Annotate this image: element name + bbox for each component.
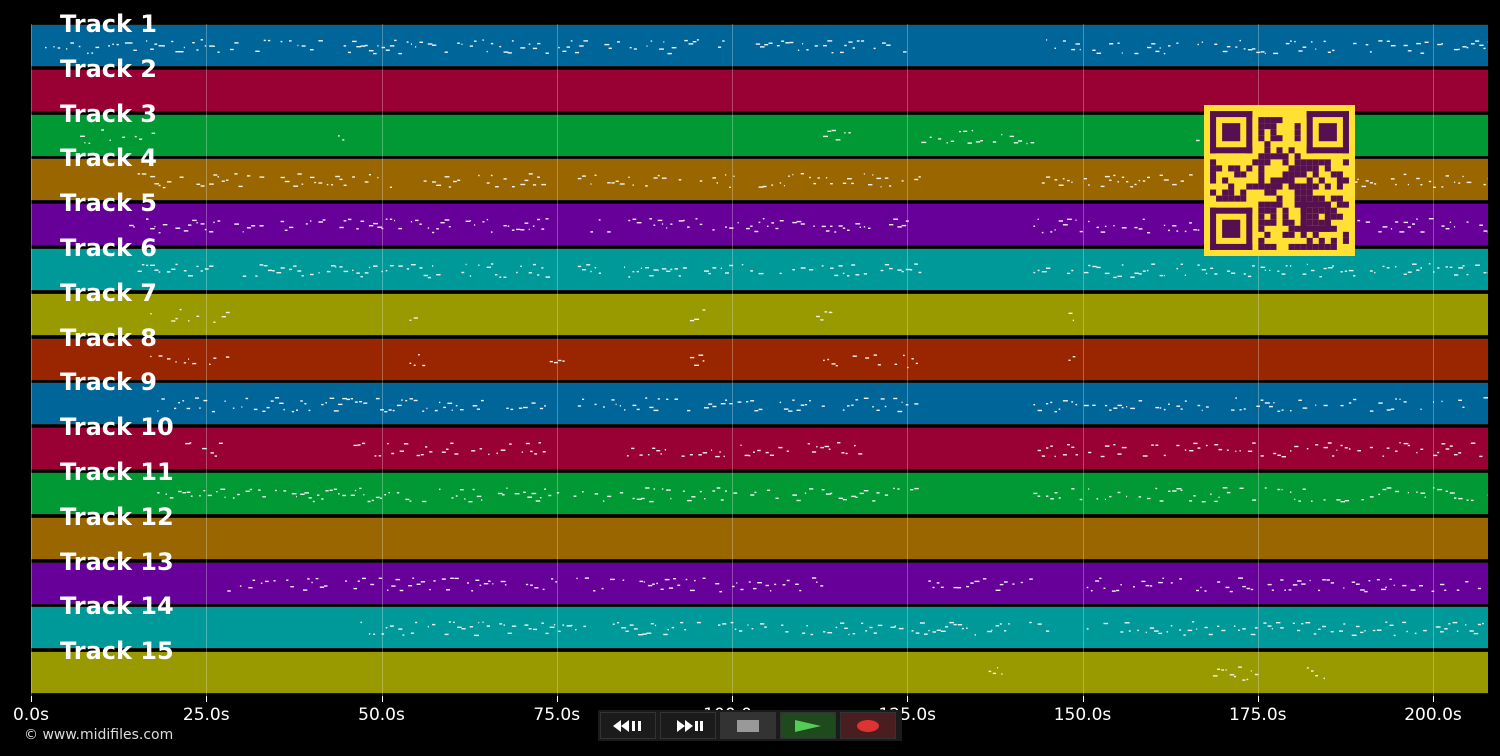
note-texture: [45, 39, 1488, 55]
axis-tick: [732, 696, 733, 702]
record-icon: [857, 719, 879, 732]
note-texture: [185, 442, 1483, 458]
axis-tick-label: 150.0s: [1053, 705, 1112, 725]
axis-tick: [31, 696, 32, 702]
track-label: Track 14: [60, 592, 174, 621]
axis-tick-label: 175.0s: [1228, 705, 1287, 725]
axis-tick: [907, 696, 909, 702]
play-icon: [795, 719, 821, 732]
track-lane[interactable]: [31, 382, 1488, 426]
qr-code: [1204, 105, 1355, 256]
axis-tick: [1082, 696, 1084, 702]
track-label: Track 3: [60, 99, 158, 128]
track-label: Track 1: [60, 10, 158, 38]
track-lane[interactable]: [31, 337, 1488, 381]
note-texture: [150, 308, 1074, 323]
track-label: Track 7: [60, 278, 158, 307]
track-lane[interactable]: [31, 472, 1488, 515]
grid-line: [907, 24, 909, 696]
stop-button[interactable]: [720, 712, 776, 739]
grid-line: [1257, 24, 1259, 696]
fast-forward-button[interactable]: [660, 712, 716, 739]
track-label: Track 15: [60, 637, 174, 666]
note-texture: [988, 666, 1325, 681]
track-label: Track 11: [60, 458, 174, 486]
track-lane[interactable]: [31, 606, 1488, 650]
note-texture: [137, 263, 1488, 279]
play-button[interactable]: [780, 712, 836, 739]
axis-tick-label: 0.0s: [13, 705, 49, 725]
track-lane[interactable]: [31, 516, 1488, 560]
grid-line: [206, 24, 208, 696]
record-button[interactable]: [840, 712, 896, 739]
grid-line: [31, 24, 32, 696]
axis-tick-label: 75.0s: [533, 705, 581, 725]
axis-tick-label: 25.0s: [182, 705, 230, 725]
rewind-button[interactable]: [600, 712, 656, 739]
note-texture: [227, 576, 1481, 592]
axis-tick: [381, 696, 383, 702]
rewind-icon: [613, 719, 641, 732]
grid-line: [381, 24, 383, 696]
track-label: Track 4: [60, 144, 158, 173]
track-label: Track 8: [60, 323, 158, 352]
note-texture: [360, 621, 1484, 637]
track-lane[interactable]: [31, 292, 1488, 336]
track-label: Track 2: [60, 54, 158, 83]
grid-line: [1082, 24, 1084, 696]
track-label: Track 12: [60, 502, 174, 531]
transport-controls: [598, 710, 902, 741]
track-lane[interactable]: [31, 427, 1488, 471]
track-label: Track 5: [60, 189, 158, 218]
axis-tick-label: 200.0s: [1404, 705, 1462, 725]
track-label: Track 10: [60, 413, 174, 442]
stop-icon: [737, 719, 759, 732]
grid-line: [732, 24, 733, 696]
qr-code-image: [1210, 111, 1349, 250]
note-texture: [31, 518, 1488, 559]
track-label: Track 9: [60, 368, 158, 397]
fast-forward-icon: [677, 719, 703, 732]
copyright-credit: © www.midifiles.com: [24, 727, 174, 743]
track-lane[interactable]: [31, 561, 1488, 605]
note-texture: [157, 397, 1488, 413]
track-lane[interactable]: [31, 651, 1488, 695]
axis-tick: [206, 696, 208, 702]
grid-line: [556, 24, 558, 696]
grid-line: [1433, 24, 1434, 696]
track-lane[interactable]: [31, 68, 1488, 112]
note-texture: [157, 487, 1488, 503]
track-label: Track 13: [60, 547, 174, 576]
axis-tick-label: 50.0s: [358, 705, 405, 725]
track-label: Track 6: [60, 234, 158, 262]
axis-tick: [556, 696, 558, 702]
axis-tick: [1433, 696, 1434, 702]
track-lane[interactable]: [31, 24, 1488, 67]
axis-tick: [1257, 696, 1259, 702]
note-texture: [150, 353, 1076, 368]
